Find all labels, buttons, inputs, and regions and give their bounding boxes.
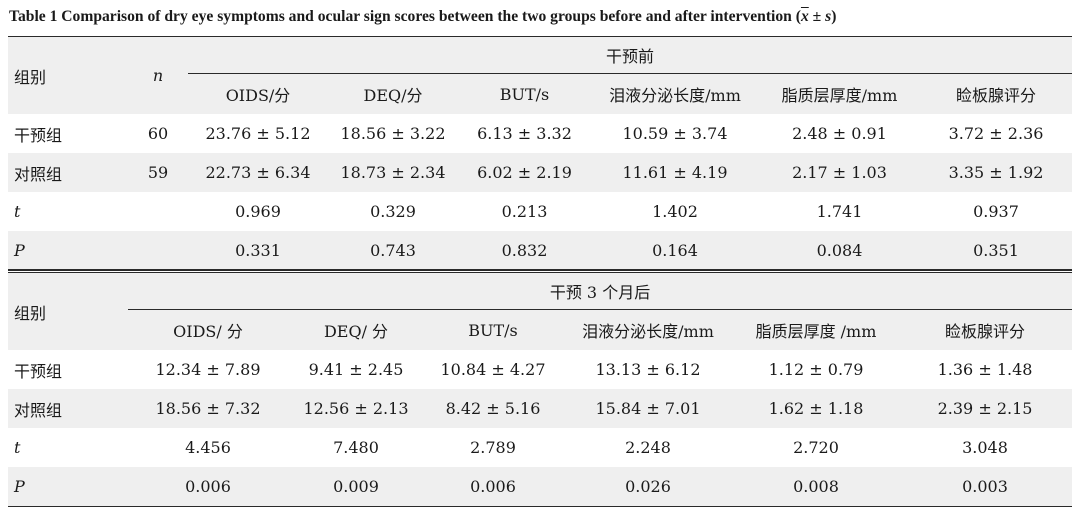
- cell-value: 15.84 ± 7.01: [562, 389, 734, 428]
- caption-mean-symbol: x: [800, 8, 809, 25]
- column-header: BUT/s: [458, 73, 591, 114]
- table-row: 干预组 12.34 ± 7.89 9.41 ± 2.45 10.84 ± 4.2…: [8, 350, 1072, 389]
- cell-value: 6.13 ± 3.32: [477, 124, 572, 143]
- row-label: t: [14, 438, 21, 457]
- table-row: 对照组 18.56 ± 7.32 12.56 ± 2.13 8.42 ± 5.1…: [8, 389, 1073, 428]
- cell-value: 13.13 ± 6.12: [595, 360, 701, 379]
- cell-value: 1.62 ± 1.18: [734, 389, 898, 428]
- header-row-period: 组别 n 干预前: [8, 36, 1073, 114]
- cell-value: 4.456: [185, 438, 231, 457]
- cell-value: 0.213: [501, 202, 548, 221]
- cell-value: 12.34 ± 7.89: [155, 360, 261, 379]
- header-row-columns: OIDS/分 DEQ/分 BUT/s 泪液分泌长度/mm 脂质层厚度/mm 睑板…: [8, 73, 1073, 114]
- group-header: 组别: [8, 36, 128, 114]
- cell-value: 22.73 ± 6.34: [188, 153, 328, 192]
- cell-value: 2.39 ± 2.15: [898, 389, 1073, 428]
- cell-value: 18.56 ± 7.32: [128, 389, 288, 428]
- table-row: P 0.331 0.743 0.832 0.164 0.084 0.351: [8, 231, 1073, 271]
- column-header: 睑板腺评分: [898, 309, 1073, 350]
- row-label: 干预组: [14, 125, 63, 145]
- cell-value: 8.42 ± 5.16: [424, 389, 562, 428]
- cell-value: 6.02 ± 2.19: [458, 153, 591, 192]
- row-label: 对照组: [8, 389, 128, 428]
- cell-value: 1.12 ± 0.79: [768, 360, 864, 379]
- cell-value: 12.56 ± 2.13: [288, 389, 424, 428]
- table-divider: [8, 269, 1072, 270]
- cell-value: 18.56 ± 3.22: [340, 124, 446, 143]
- cell-value: 10.59 ± 3.74: [622, 124, 728, 143]
- column-header: 泪液分泌长度/mm: [562, 309, 734, 350]
- column-header: DEQ/分: [328, 73, 458, 114]
- cell-value: 0.164: [591, 231, 759, 271]
- table-row: 对照组 59 22.73 ± 6.34 18.73 ± 2.34 6.02 ± …: [8, 153, 1073, 192]
- cell-value: 0.006: [424, 467, 562, 507]
- table-caption: Table 1 Comparison of dry eye symptoms a…: [9, 4, 1075, 30]
- table-row: 干预组 60 23.76 ± 5.12 18.56 ± 3.22 6.13 ± …: [8, 114, 1072, 153]
- cell-value: 0.006: [128, 467, 288, 507]
- column-header: 睑板腺评分: [920, 73, 1073, 114]
- caption-plus-minus: ±: [808, 8, 826, 25]
- cell-value: 0.832: [458, 231, 591, 271]
- cell-value: 1.36 ± 1.48: [937, 360, 1033, 379]
- column-header: DEQ/ 分: [288, 309, 424, 350]
- cell-value: 1.741: [816, 202, 863, 221]
- group-header: 组别: [8, 272, 128, 350]
- cell-value: 7.480: [333, 438, 379, 457]
- cell-value: 0.084: [759, 231, 920, 271]
- caption-suffix: ): [831, 8, 837, 25]
- cell-value: 9.41 ± 2.45: [308, 360, 404, 379]
- cell-value: 2.17 ± 1.03: [759, 153, 920, 192]
- row-label: 对照组: [8, 153, 128, 192]
- caption-sd-symbol: s: [825, 8, 832, 25]
- column-header: 泪液分泌长度/mm: [591, 73, 759, 114]
- cell-value: 2.48 ± 0.91: [792, 124, 887, 143]
- cell-value: 23.76 ± 5.12: [205, 124, 311, 143]
- header-row-columns: OIDS/ 分 DEQ/ 分 BUT/s 泪液分泌长度/mm 脂质层厚度 /mm…: [8, 309, 1073, 350]
- cell-value: 0.331: [188, 231, 328, 271]
- cell-value: 0.937: [973, 202, 1019, 221]
- cell-value: 18.73 ± 2.34: [328, 153, 458, 192]
- cell-value: 0.003: [898, 467, 1073, 507]
- cell-value: 3.048: [962, 438, 1008, 457]
- n-header: n: [128, 36, 188, 114]
- cell-n: [128, 192, 188, 231]
- table-row: t 4.456 7.480 2.789 2.248 2.720 3.048: [8, 428, 1072, 467]
- column-header: OIDS/分: [188, 73, 328, 114]
- column-header: OIDS/ 分: [128, 309, 288, 350]
- table-before-intervention: 组别 n 干预前 OIDS/分 DEQ/分 BUT/s 泪液分泌长度/mm 脂质…: [8, 36, 1073, 271]
- row-label: t: [14, 202, 21, 221]
- cell-n: [128, 231, 188, 271]
- cell-n: 59: [128, 153, 188, 192]
- cell-value: 0.743: [328, 231, 458, 271]
- cell-value: 0.009: [288, 467, 424, 507]
- row-label: P: [8, 231, 128, 271]
- cell-value: 3.72 ± 2.36: [948, 124, 1044, 143]
- table-row: P 0.006 0.009 0.006 0.026 0.008 0.003: [8, 467, 1073, 507]
- cell-value: 0.008: [734, 467, 898, 507]
- cell-value: 2.789: [470, 438, 516, 457]
- cell-value: 0.026: [562, 467, 734, 507]
- cell-value: 0.351: [920, 231, 1073, 271]
- cell-n: 60: [147, 124, 169, 143]
- column-header: BUT/s: [424, 309, 562, 350]
- cell-value: 11.61 ± 4.19: [591, 153, 759, 192]
- cell-value: 10.84 ± 4.27: [440, 360, 546, 379]
- cell-value: 3.35 ± 1.92: [920, 153, 1073, 192]
- period-header: 干预前: [188, 36, 1073, 74]
- period-header: 干预 3 个月后: [128, 272, 1073, 310]
- cell-value: 2.720: [793, 438, 839, 457]
- cell-value: 1.402: [652, 202, 698, 221]
- cell-value: 0.969: [235, 202, 281, 221]
- table-after-intervention: 组别 干预 3 个月后 OIDS/ 分 DEQ/ 分 BUT/s 泪液分泌长度/…: [8, 272, 1073, 507]
- cell-value: 0.329: [370, 202, 416, 221]
- table-row: t 0.969 0.329 0.213 1.402 1.741 0.937: [8, 192, 1072, 231]
- cell-value: 2.248: [625, 438, 671, 457]
- header-row-period: 组别 干预 3 个月后: [8, 272, 1073, 350]
- column-header: 脂质层厚度/mm: [759, 73, 920, 114]
- column-header: 脂质层厚度 /mm: [734, 309, 898, 350]
- row-label: P: [8, 467, 128, 507]
- caption-prefix: Table 1 Comparison of dry eye symptoms a…: [9, 8, 801, 25]
- row-label: 干预组: [14, 361, 63, 381]
